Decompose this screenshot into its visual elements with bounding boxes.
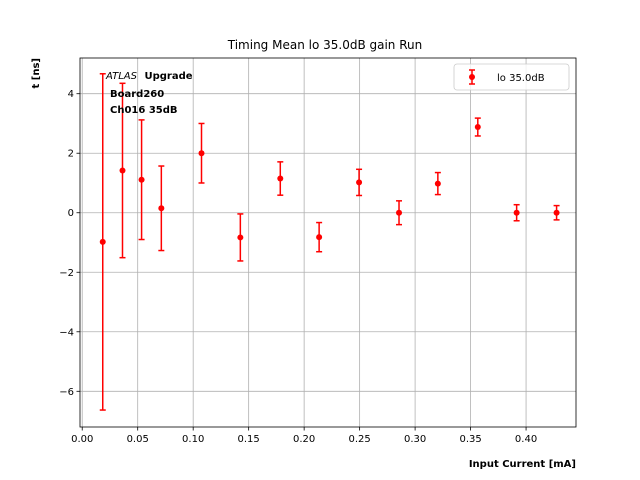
x-tick-label: 0.20 bbox=[293, 434, 315, 445]
point-marker bbox=[138, 176, 145, 183]
data-point bbox=[198, 122, 205, 184]
plot-frame bbox=[79, 57, 577, 428]
point-marker bbox=[158, 205, 165, 212]
atlas-annotation: ATLAS Upgrade Board260 Ch016 35dB bbox=[105, 71, 193, 116]
data-series bbox=[99, 73, 560, 411]
y-axis-ticks: −6 −4 −2 0 2 4 bbox=[59, 89, 80, 398]
data-point bbox=[119, 82, 126, 259]
data-point bbox=[138, 119, 145, 241]
y-tick-label: −6 bbox=[59, 387, 74, 398]
data-point bbox=[513, 203, 520, 222]
point-marker bbox=[513, 209, 520, 216]
grid bbox=[80, 58, 576, 427]
data-point bbox=[237, 213, 244, 262]
point-marker bbox=[119, 167, 126, 174]
x-axis-ticks: 0.00 0.05 0.10 0.15 0.20 0.25 0.30 0.35 0.40 bbox=[71, 427, 537, 445]
legend-point bbox=[469, 74, 475, 80]
atlas-label: ATLAS bbox=[105, 71, 138, 82]
y-axis-label: t [ns] bbox=[31, 58, 42, 88]
point-marker bbox=[237, 234, 244, 241]
data-point bbox=[474, 117, 481, 137]
data-point bbox=[316, 221, 323, 253]
point-marker bbox=[198, 150, 205, 157]
point-marker bbox=[277, 175, 284, 182]
x-tick-label: 0.30 bbox=[404, 434, 426, 445]
point-marker bbox=[99, 238, 106, 245]
legend-marker bbox=[469, 69, 475, 85]
legend-box bbox=[453, 63, 570, 91]
x-tick-label: 0.10 bbox=[182, 434, 204, 445]
y-tick-label: 2 bbox=[68, 149, 74, 160]
svg-text:ATLAS Upgrade: ATLAS Upgrade bbox=[105, 71, 193, 82]
point-marker bbox=[396, 209, 403, 216]
x-tick-label: 0.00 bbox=[71, 434, 93, 445]
y-tick-label: 0 bbox=[68, 208, 74, 219]
y-tick-label: −2 bbox=[59, 268, 74, 279]
chart-title: Timing Mean lo 35.0dB gain Run bbox=[227, 38, 422, 52]
x-tick-label: 0.40 bbox=[515, 434, 537, 445]
data-point bbox=[158, 165, 165, 252]
x-tick-label: 0.15 bbox=[238, 434, 260, 445]
y-tick-label: 4 bbox=[68, 89, 74, 100]
channel-label: Ch016 35dB bbox=[110, 105, 178, 116]
point-marker bbox=[316, 234, 323, 241]
x-tick-label: 0.25 bbox=[348, 434, 370, 445]
x-axis-label: Input Current [mA] bbox=[469, 459, 576, 470]
legend: lo 35.0dB bbox=[453, 63, 570, 91]
data-point bbox=[553, 204, 560, 221]
legend-label: lo 35.0dB bbox=[497, 73, 545, 84]
point-marker bbox=[474, 124, 481, 131]
point-marker bbox=[356, 179, 363, 186]
x-tick-label: 0.05 bbox=[127, 434, 149, 445]
upgrade-label: Upgrade bbox=[144, 71, 192, 82]
data-point bbox=[396, 200, 403, 226]
x-tick-label: 0.35 bbox=[459, 434, 481, 445]
point-marker bbox=[434, 180, 441, 187]
board-label: Board260 bbox=[110, 89, 164, 100]
point-marker bbox=[553, 209, 560, 216]
y-tick-label: −4 bbox=[59, 327, 74, 338]
data-point bbox=[99, 73, 106, 411]
data-point bbox=[434, 171, 441, 196]
data-point bbox=[356, 168, 363, 197]
data-point bbox=[277, 161, 284, 196]
